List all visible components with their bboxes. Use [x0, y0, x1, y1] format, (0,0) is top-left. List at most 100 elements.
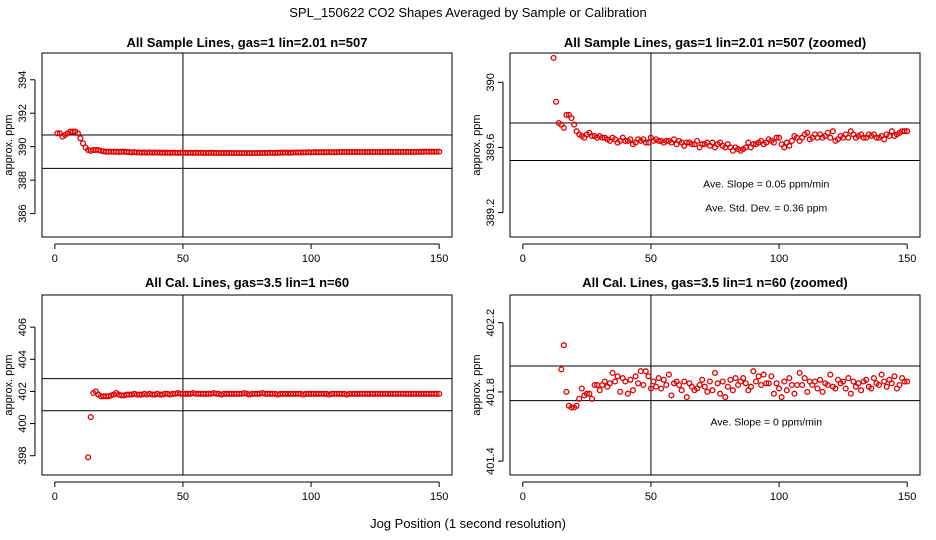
- data-point: [776, 385, 783, 392]
- data-points: [54, 128, 443, 157]
- data-point: [655, 137, 662, 144]
- data-point: [683, 394, 690, 401]
- data-point: [740, 375, 747, 382]
- chart-panel-1: All Sample Lines, gas=1 lin=2.01 n=507 0 5…: [3, 35, 453, 265]
- x-tick-label: 150: [430, 253, 448, 265]
- data-point: [817, 376, 824, 383]
- chart-panel-2: All Sample Lines, gas=1 lin=2.01 n=507 (…: [471, 35, 921, 265]
- data-point: [108, 392, 115, 399]
- data-point: [550, 54, 557, 61]
- data-point: [729, 387, 736, 394]
- data-point: [896, 381, 903, 389]
- data-point: [901, 128, 908, 135]
- x-tick-label: 100: [770, 253, 788, 265]
- annotation-text: Ave. Slope = 0.05 ppm/min: [703, 178, 829, 190]
- x-tick-label: 50: [177, 491, 189, 503]
- data-point: [758, 381, 765, 389]
- data-point: [845, 375, 852, 382]
- data-point: [750, 368, 757, 375]
- data-point: [653, 383, 660, 390]
- data-point: [781, 144, 788, 151]
- y-axis-label: approx. ppm: [471, 114, 483, 175]
- data-point: [706, 378, 713, 385]
- data-point: [560, 342, 567, 349]
- data-point: [747, 383, 754, 390]
- data-point: [655, 375, 662, 382]
- data-point: [827, 371, 834, 378]
- data-point: [770, 390, 777, 397]
- y-tick-label: 401.8: [485, 378, 497, 406]
- data-point: [768, 373, 775, 380]
- data-points: [550, 54, 911, 154]
- data-point: [85, 454, 92, 461]
- data-point: [719, 378, 726, 385]
- data-point: [588, 132, 596, 140]
- data-point: [699, 376, 706, 383]
- data-point: [635, 380, 642, 387]
- data-point: [699, 141, 706, 148]
- data-point: [824, 381, 831, 389]
- data-point: [773, 380, 780, 387]
- data-point: [617, 388, 624, 395]
- data-point: [436, 390, 443, 397]
- data-point: [645, 373, 652, 380]
- plot-frame: [509, 52, 921, 238]
- data-point: [74, 130, 81, 137]
- data-point: [571, 121, 578, 128]
- data-point: [627, 136, 634, 143]
- data-point: [609, 369, 616, 376]
- x-tick-label: 100: [770, 491, 788, 503]
- data-point: [606, 380, 613, 387]
- data-point: [696, 381, 703, 389]
- data-point: [642, 139, 649, 146]
- y-tick-label: 386: [17, 204, 29, 222]
- data-point: [79, 140, 87, 147]
- y-tick-label: 406: [17, 318, 29, 336]
- data-point: [683, 139, 690, 146]
- x-tick-label: 100: [302, 253, 320, 265]
- y-tick-label: 389.6: [485, 134, 497, 162]
- y-tick-label: 390: [17, 137, 29, 155]
- y-tick-label: 402.2: [485, 309, 497, 337]
- data-point: [629, 387, 637, 394]
- data-point: [858, 387, 865, 394]
- data-point: [668, 392, 675, 399]
- data-point: [811, 378, 818, 385]
- data-point: [69, 128, 76, 135]
- y-tick-label: 401.4: [485, 447, 497, 475]
- data-point: [801, 375, 808, 382]
- data-point: [814, 385, 821, 392]
- data-point: [904, 378, 911, 385]
- y-tick-label: 394: [17, 71, 29, 89]
- data-point: [77, 135, 84, 142]
- data-point: [904, 128, 911, 135]
- data-point: [433, 148, 440, 155]
- x-tick-label: 50: [645, 253, 657, 265]
- data-point: [586, 390, 593, 397]
- data-point: [241, 389, 248, 397]
- data-point: [553, 98, 560, 105]
- panel-title: All Cal. Lines, gas=3.5 lin=1 n=60: [145, 275, 349, 290]
- data-point: [888, 380, 895, 387]
- data-point: [676, 381, 683, 389]
- y-tick-label: 390: [485, 73, 497, 91]
- data-point: [847, 390, 854, 397]
- data-point: [875, 381, 883, 389]
- panel-title: All Sample Lines, gas=1 lin=2.01 n=507: [127, 35, 368, 50]
- panel-title: All Cal. Lines, gas=3.5 lin=1 n=60 (zoom…: [582, 275, 848, 290]
- data-point: [832, 385, 839, 392]
- data-point: [755, 373, 762, 380]
- chart-panel-4: All Cal. Lines, gas=3.5 lin=1 n=60 (zoom…: [471, 275, 921, 503]
- data-point: [793, 381, 801, 389]
- data-point: [850, 378, 857, 385]
- y-tick-label: 404: [17, 350, 29, 368]
- x-tick-label: 100: [302, 491, 320, 503]
- x-tick-label: 150: [898, 491, 916, 503]
- data-point: [722, 394, 729, 401]
- data-point: [588, 395, 596, 402]
- data-point: [714, 380, 721, 387]
- data-point: [883, 383, 890, 390]
- data-point: [860, 134, 867, 141]
- plot-frame: [41, 294, 453, 476]
